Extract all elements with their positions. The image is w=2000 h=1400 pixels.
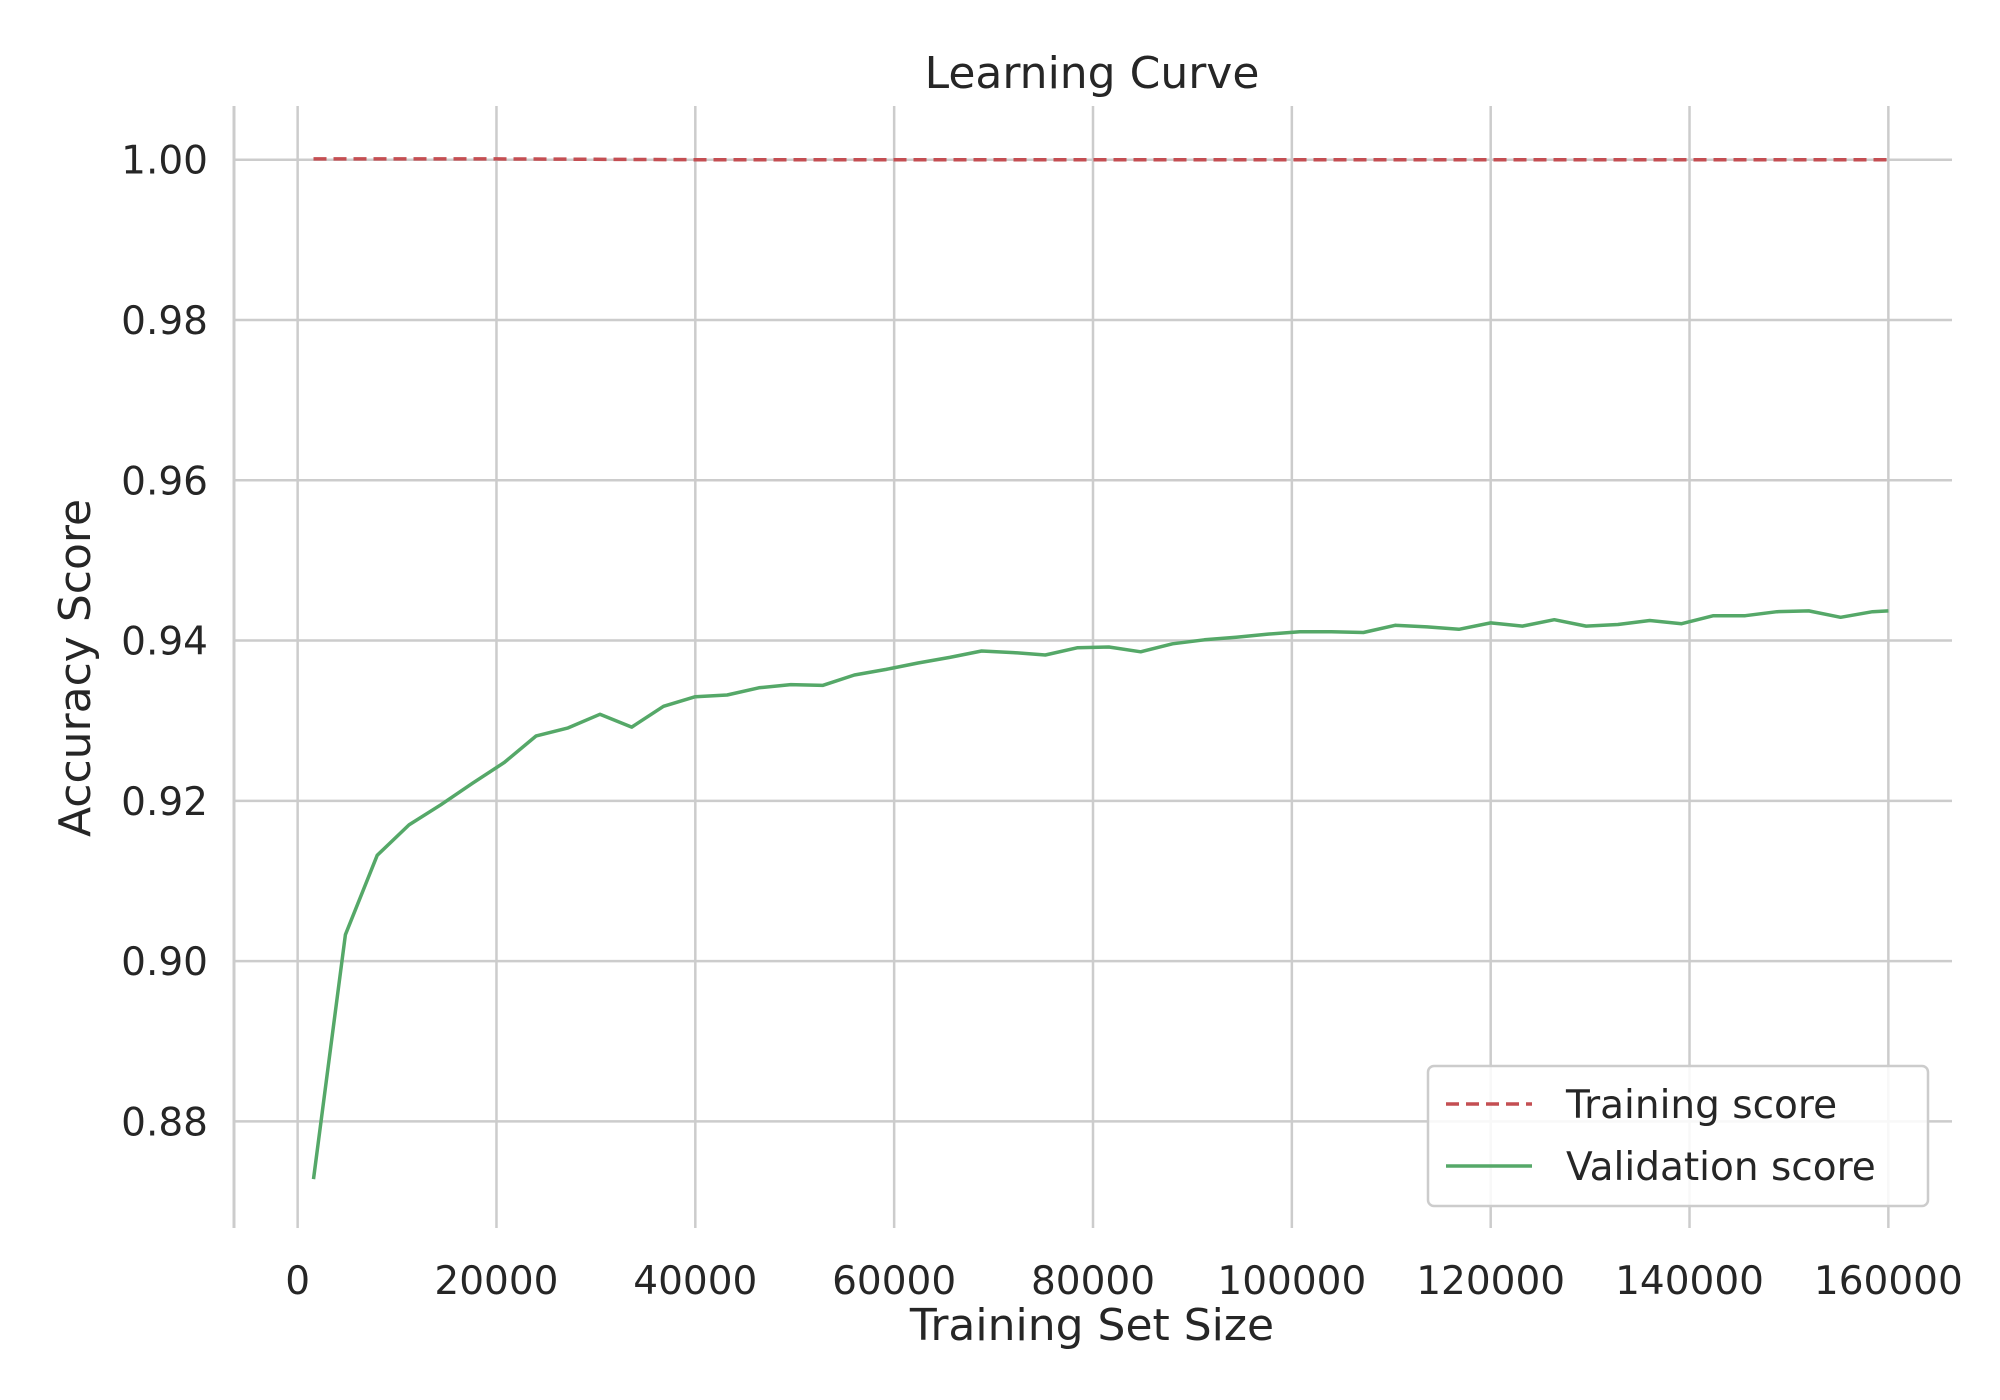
legend-label-training: Training score [1565, 1083, 1837, 1128]
training-score-line [313, 157, 1889, 162]
y-tick-label: 0.94 [121, 620, 208, 665]
y-tick-label: 0.96 [121, 459, 208, 504]
y-tick-label: 1.00 [121, 139, 208, 184]
chart-title: Learning Curve [925, 48, 1260, 99]
y-tick-label: 0.98 [121, 299, 208, 344]
legend-box [1426, 1064, 1930, 1208]
x-axis-label: Training Set Size [909, 1300, 1274, 1351]
x-tick-label: 140000 [1615, 1259, 1764, 1304]
legend-label-validation: Validation score [1566, 1145, 1876, 1190]
x-tick-label: 20000 [434, 1259, 558, 1304]
y-tick-label: 0.90 [121, 940, 208, 985]
y-axis-label: Accuracy Score [50, 499, 101, 837]
x-tick-label: 80000 [1031, 1259, 1155, 1304]
x-tick-label: 60000 [832, 1259, 956, 1304]
legend: Training score Validation score [1426, 1064, 1930, 1208]
tick-labels: 0 20000 40000 60000 80000 100000 120000 140000 1… [121, 139, 1963, 1304]
y-tick-label: 0.92 [121, 780, 208, 825]
series-lines [311, 157, 1889, 1180]
x-tick-label: 40000 [633, 1259, 757, 1304]
x-tick-label: 160000 [1814, 1259, 1963, 1304]
x-tick-label: 120000 [1416, 1259, 1565, 1304]
x-tick-label: 0 [285, 1259, 310, 1304]
grid [234, 106, 1952, 1228]
y-tick-label: 0.88 [121, 1100, 208, 1145]
x-tick-label: 100000 [1217, 1259, 1366, 1304]
validation-score-line [311, 609, 1889, 1180]
